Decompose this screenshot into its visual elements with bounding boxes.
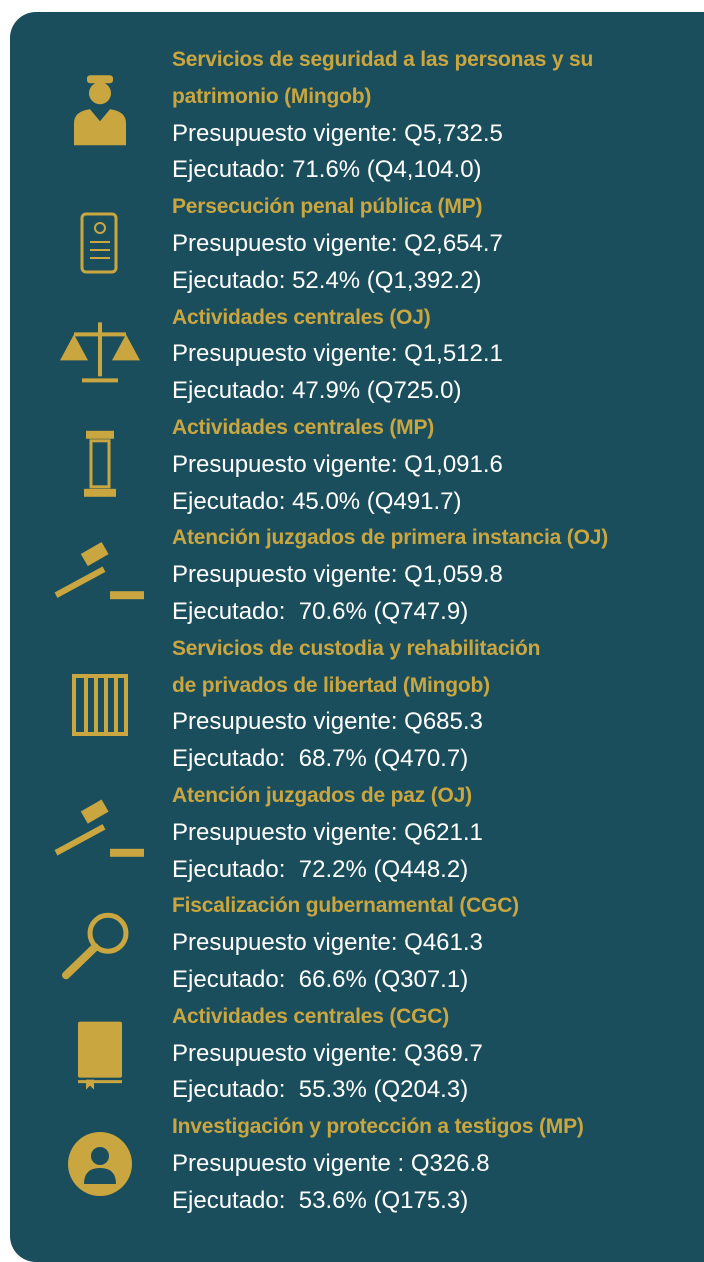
- executed: Ejecutado: 70.6% (Q747.9): [172, 598, 469, 625]
- item-title: Actividades centrales (OJ): [172, 305, 431, 329]
- icon: [60, 322, 140, 383]
- icon: [84, 430, 116, 497]
- item-title: Fiscalización gubernamental (CGC): [172, 894, 519, 918]
- item-title: Atención juzgados de primera instancia (…: [172, 526, 608, 550]
- budget: Presupuesto vigente: Q1,059.8: [172, 561, 503, 589]
- icon: [62, 912, 129, 980]
- budget: Presupuesto vigente: Q5,732.5: [172, 119, 503, 147]
- item-title: Persecución penal pública (MP): [172, 195, 483, 219]
- item-title: Servicios de custodia y rehabilitación: [172, 636, 541, 660]
- panel: [10, 12, 704, 1262]
- item-title: Investigación y protección a testigos (M…: [172, 1115, 584, 1139]
- budget: Presupuesto vigente: Q369.7: [172, 1039, 483, 1067]
- budget: Presupuesto vigente: Q1,091.6: [172, 450, 503, 478]
- executed: Ejecutado: 52.4% (Q1,392.2): [172, 266, 482, 294]
- budget: Presupuesto vigente : Q326.8: [172, 1150, 490, 1177]
- item-title: de privados de libertad (Mingob): [172, 673, 490, 697]
- budget: Presupuesto vigente: Q621.1: [172, 818, 483, 846]
- item-title: Atención juzgados de paz (OJ): [172, 784, 472, 807]
- executed: Ejecutado: 68.7% (Q470.7): [172, 745, 469, 773]
- executed: Ejecutado: 72.2% (Q448.2): [172, 855, 469, 883]
- executed: Ejecutado: 47.9% (Q725.0): [172, 377, 462, 405]
- icon: [74, 75, 126, 146]
- item-title: patrimonio (Mingob): [172, 84, 372, 108]
- item-title: Actividades centrales (MP): [172, 416, 435, 439]
- executed: Ejecutado: 45.0% (Q491.7): [172, 487, 462, 515]
- icon: [78, 1021, 122, 1090]
- icon: [54, 799, 144, 857]
- executed: Ejecutado: 55.3% (Q204.3): [172, 1076, 469, 1104]
- icon: [68, 1132, 132, 1196]
- item-title: Servicios de seguridad a las personas y …: [172, 48, 594, 71]
- icon: [54, 541, 144, 600]
- item-title: Actividades centrales (CGC): [172, 1004, 450, 1028]
- executed: Ejecutado: 53.6% (Q175.3): [172, 1186, 469, 1214]
- budget: Presupuesto vigente: Q1,512.1: [172, 340, 503, 368]
- executed: Ejecutado: 71.6% (Q4,104.0): [172, 156, 482, 184]
- budget: Presupuesto vigente: Q685.3: [172, 708, 483, 736]
- budget: Presupuesto vigente: Q461.3: [172, 929, 483, 957]
- icon: [80, 212, 118, 274]
- executed: Ejecutado: 66.6% (Q307.1): [172, 966, 469, 993]
- icon: [72, 674, 128, 736]
- budget: Presupuesto vigente: Q2,654.7: [172, 230, 503, 257]
